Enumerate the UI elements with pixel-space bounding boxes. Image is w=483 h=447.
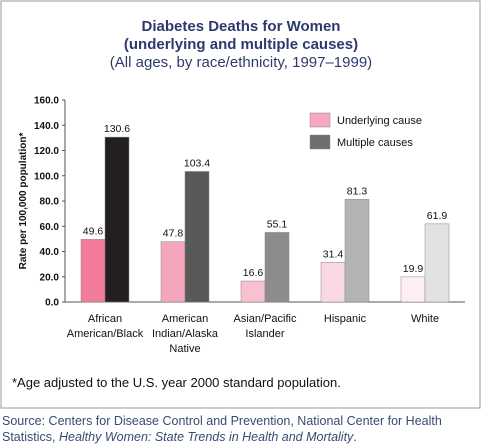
bar <box>264 232 290 303</box>
chart-title: Diabetes Deaths for Women <box>142 18 341 35</box>
bar <box>160 241 186 303</box>
legend-swatch <box>309 134 331 150</box>
bar <box>400 276 426 303</box>
source-title: Healthy Women: State Trends in Health an… <box>58 430 354 444</box>
value-label: 130.6 <box>104 123 130 135</box>
y-tick-label: 80.0 <box>40 197 60 208</box>
bar <box>184 171 210 303</box>
source-text: Source: Centers for Disease Control and … <box>2 414 442 444</box>
value-label: 31.4 <box>323 248 344 260</box>
source: Source: Centers for Disease Control and … <box>2 413 480 445</box>
x-tick-label: American Indian/Alaska Native <box>151 313 219 355</box>
bar <box>424 223 450 303</box>
value-label: 103.4 <box>184 157 210 169</box>
chart-subtitle: (All ages, by race/ethnicity, 1997–1999) <box>110 54 372 71</box>
bar <box>320 262 346 303</box>
bar <box>240 280 266 303</box>
value-label: 16.6 <box>243 267 264 279</box>
x-tick-label: Asian/Pacific Islander <box>233 313 297 340</box>
bar <box>344 199 370 303</box>
footnote: *Age adjusted to the U.S. year 2000 stan… <box>12 375 341 390</box>
x-tick-label: African American/Black <box>66 313 144 340</box>
source-end: . <box>353 430 357 444</box>
y-tick-label: 0.0 <box>45 298 59 309</box>
frame <box>0 0 481 409</box>
bar <box>104 136 130 303</box>
x-tick-label: Hispanic <box>323 313 367 325</box>
y-tick-label: 60.0 <box>40 222 60 233</box>
y-tick-label: 20.0 <box>40 272 60 283</box>
value-label: 81.3 <box>347 185 368 197</box>
value-label: 19.9 <box>403 263 424 275</box>
y-tick-label: 160.0 <box>34 96 59 107</box>
legend-label: Underlying cause <box>337 115 422 127</box>
legend-label: Multiple causes <box>337 137 413 149</box>
value-label: 49.6 <box>83 225 104 237</box>
legend-swatch <box>309 112 331 128</box>
value-label: 55.1 <box>267 218 288 230</box>
y-tick-label: 120.0 <box>34 146 59 157</box>
y-tick-label: 140.0 <box>34 121 59 132</box>
y-tick-label: 100.0 <box>34 171 59 182</box>
value-label: 61.9 <box>427 210 448 222</box>
bar <box>80 239 106 303</box>
value-label: 47.8 <box>163 228 184 240</box>
y-tick-label: 40.0 <box>40 247 60 258</box>
y-axis-label: Rate per 100,000 population* <box>18 133 29 270</box>
x-tick-label: White <box>410 313 440 325</box>
chart-title-note: (underlying and multiple causes) <box>124 36 358 53</box>
